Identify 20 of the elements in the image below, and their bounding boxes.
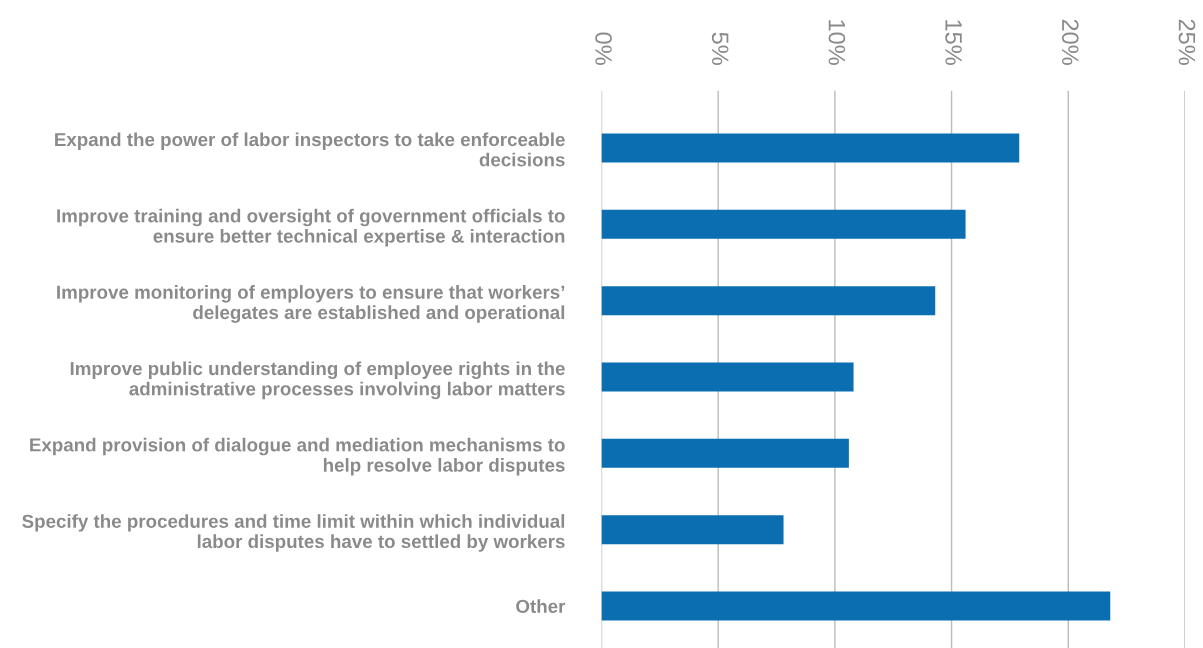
y-tick-label: Expand provision of dialogue and mediation mechanisms to help resolve labor disputes (30, 437, 565, 476)
y-tick-label: Expand the power of labor inspectors to take enforceable decisions (55, 132, 565, 167)
bar (601, 133, 1020, 163)
y-tick-label: Improve training and oversight of government officials to ensure better technical expertise & interaction (57, 208, 565, 247)
bar (601, 286, 936, 316)
bar (601, 591, 1111, 621)
bar (601, 438, 849, 468)
y-tick-label: Other (516, 599, 566, 613)
x-tick-label: 10% (828, 20, 846, 65)
x-tick-label: 5% (711, 32, 729, 65)
y-tick-label: Specify the procedures and time limit within which individual labor disputes have to settled by workers (22, 514, 565, 552)
y-tick-label: Improve monitoring of employers to ensure that workers’ delegates are established and operational (57, 285, 565, 323)
bar (601, 209, 966, 239)
x-tick-label: 25% (1178, 19, 1196, 65)
x-tick-label: 0% (595, 32, 612, 65)
bar (601, 362, 854, 392)
bar (601, 515, 784, 545)
x-tick-label: 20% (1061, 19, 1079, 65)
y-tick-label: Improve public understanding of employee rights in the administrative processes involving labor matters (70, 361, 565, 400)
x-tick-label: 15% (945, 20, 962, 65)
